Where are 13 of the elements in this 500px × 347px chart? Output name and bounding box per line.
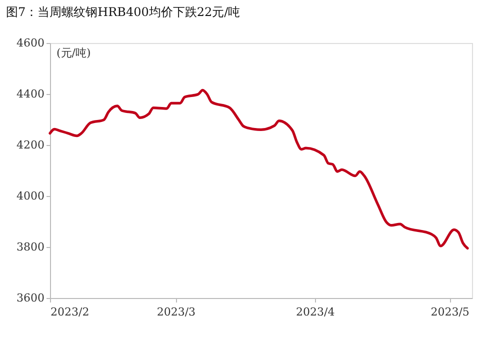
- y-tick-label: 4400: [16, 88, 44, 100]
- line-series: [48, 88, 469, 250]
- y-tick-label: 4600: [16, 36, 44, 50]
- y-tick-label: 3800: [16, 240, 44, 254]
- y-tick-label: 3600: [16, 292, 44, 304]
- chart-title: 图7：当周螺纹钢HRB400均价下跌22元/吨: [6, 5, 240, 19]
- x-tick-label: 2023/4: [296, 306, 335, 318]
- x-tick-label: 2023/2: [50, 306, 90, 318]
- y-axis-title: (元/吨): [56, 46, 91, 60]
- y-tick-label: 4000: [16, 190, 44, 202]
- x-tick-label: 2023/5: [430, 306, 470, 318]
- x-tick-label: 2023/3: [156, 306, 196, 318]
- y-tick-label: 4200: [16, 138, 44, 152]
